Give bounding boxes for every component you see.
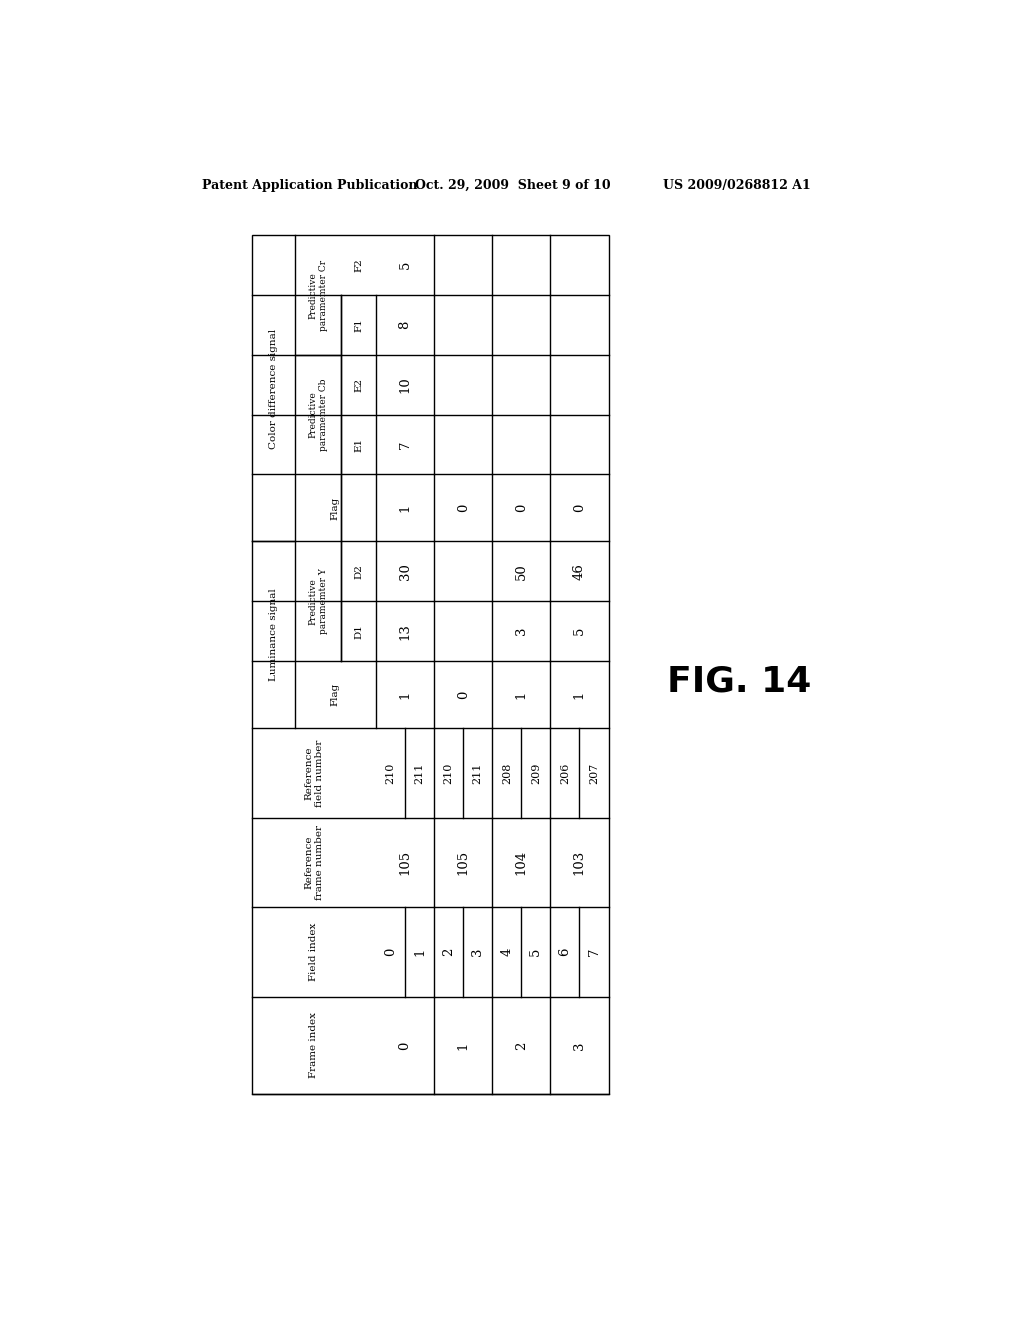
Text: 1: 1 [398,504,412,512]
Text: 0: 0 [457,690,470,698]
Text: 1: 1 [457,1041,470,1049]
Text: Luminance signal: Luminance signal [269,589,278,681]
Text: 8: 8 [398,321,412,329]
Text: 3: 3 [515,627,527,635]
Text: 30: 30 [398,562,412,579]
Text: 46: 46 [573,562,586,579]
Text: 210: 210 [385,762,395,784]
Text: Field index: Field index [309,923,318,981]
Text: 210: 210 [443,762,454,784]
Text: 0: 0 [384,948,397,956]
Text: 208: 208 [502,762,512,784]
Text: 5: 5 [573,627,586,635]
Text: 0: 0 [457,504,470,512]
Text: 1: 1 [573,690,586,698]
Text: 1: 1 [413,948,426,956]
Text: 104: 104 [515,850,527,875]
Text: 5: 5 [398,261,412,269]
Text: Predictive
paramemter Cr: Predictive paramemter Cr [308,260,328,331]
Text: F2: F2 [354,259,364,272]
Text: Flag: Flag [331,496,340,520]
Text: 0: 0 [398,1041,412,1049]
Text: 50: 50 [515,562,527,579]
Text: Patent Application Publication: Patent Application Publication [202,178,417,191]
Text: Oct. 29, 2009  Sheet 9 of 10: Oct. 29, 2009 Sheet 9 of 10 [415,178,610,191]
Text: 2: 2 [515,1041,527,1049]
Text: D2: D2 [354,564,364,578]
Text: 211: 211 [473,762,482,784]
Text: 2: 2 [442,948,455,956]
Text: 105: 105 [457,850,470,875]
Text: 7: 7 [588,948,600,957]
Text: 1: 1 [515,690,527,698]
Text: 207: 207 [589,763,599,784]
Text: 6: 6 [558,948,571,957]
Text: 206: 206 [560,762,570,784]
Text: Reference
field number: Reference field number [304,739,324,807]
Text: 7: 7 [398,440,412,449]
Text: E2: E2 [354,378,364,392]
Text: 0: 0 [515,504,527,512]
Text: Color difference signal: Color difference signal [269,329,278,449]
Text: 0: 0 [573,504,586,512]
Text: 209: 209 [530,762,541,784]
Text: Frame index: Frame index [309,1012,318,1078]
Text: 1: 1 [398,690,412,698]
Text: 103: 103 [573,850,586,875]
Text: F1: F1 [354,318,364,331]
Text: Reference
frame number: Reference frame number [304,825,324,900]
Text: FIG. 14: FIG. 14 [667,665,811,700]
Text: 3: 3 [471,948,484,957]
Text: Predictive
paramemter Cb: Predictive paramemter Cb [308,379,328,451]
Text: E1: E1 [354,437,364,451]
Text: US 2009/0268812 A1: US 2009/0268812 A1 [663,178,811,191]
Text: 105: 105 [398,850,412,875]
Text: 5: 5 [529,948,543,956]
Text: 4: 4 [501,948,513,956]
Text: D1: D1 [354,623,364,639]
Text: Predictive
paramemter Y: Predictive paramemter Y [308,569,328,634]
Text: 13: 13 [398,623,412,639]
Text: 10: 10 [398,376,412,393]
Text: Flag: Flag [331,682,340,706]
Text: 211: 211 [415,762,425,784]
Text: 3: 3 [573,1041,586,1049]
Bar [252,235,608,1094]
